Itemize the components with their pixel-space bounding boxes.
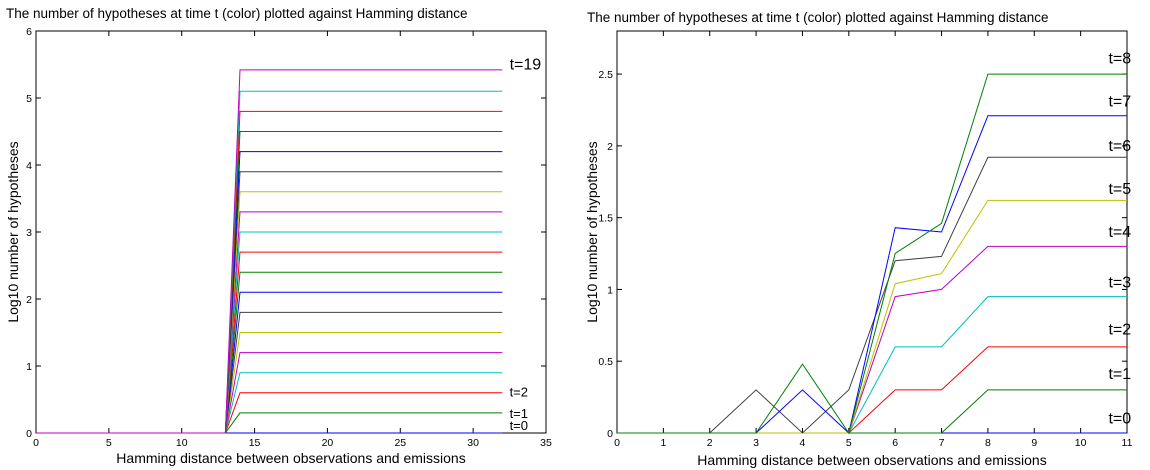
y-tick-label: 2 [607,141,613,153]
x-tick-label: 7 [939,437,945,449]
y-tick-label: 1 [607,284,613,296]
x-tick-label: 5 [106,437,112,449]
x-tick-label: 11 [1122,437,1133,449]
series-annotation: t=5 [1108,181,1131,198]
series-annotation: t=19 [510,57,542,74]
series-annotation: t=2 [1108,322,1131,339]
y-tick-label: 0 [26,428,32,440]
x-tick-label: 35 [540,437,552,449]
y-tick-label: 0.5 [598,356,613,368]
series-annotation: t=3 [1108,274,1131,291]
x-tick-label: 20 [322,437,334,449]
x-tick-label: 8 [985,437,991,449]
x-tick-label: 9 [1031,437,1037,449]
x-tick-label: 6 [892,437,898,449]
series-annotation: t=6 [1108,138,1131,155]
series-line-9 [617,73,1127,435]
y-tick-label: 2.5 [598,69,613,81]
series-line-19 [36,69,503,434]
x-tick-label: 5 [846,437,852,449]
series-annotation: t=7 [1108,93,1131,110]
series-annotation: t=1 [510,406,528,421]
series-annotation: t=0 [1108,411,1131,428]
series-annotation: t=4 [1108,224,1131,241]
chart-title: The number of hypotheses at time t (colo… [6,6,467,21]
series-annotation: t=8 [1108,50,1131,67]
x-tick-label: 15 [249,437,261,449]
x-tick-label: 0 [33,437,39,449]
x-tick-label: 4 [800,437,806,449]
y-axis-label: Log10 number of hypotheses [584,141,600,322]
y-tick-label: 1.5 [598,213,613,225]
x-tick-label: 1 [660,437,666,449]
series-annotation: t=2 [510,384,528,399]
series-annotation: t=1 [1108,366,1131,383]
x-axis-label: Hamming distance between observations an… [697,452,1046,468]
series-annotation: t=0 [510,418,528,433]
y-tick-label: 6 [26,26,32,38]
chart-1: The number of hypotheses at time t (colo… [5,6,552,466]
x-tick-label: 10 [1075,437,1087,449]
x-tick-label: 2 [707,437,713,449]
y-tick-label: 2 [26,294,32,306]
y-axis-label: Log10 number of hypotheses [5,141,21,322]
y-tick-label: 0 [607,428,613,440]
chart-title: The number of hypotheses at time t (colo… [587,10,1048,25]
x-tick-label: 25 [394,437,406,449]
plot-area [616,30,1128,434]
y-tick-label: 4 [26,160,32,172]
x-tick-label: 3 [753,437,759,449]
chart-2: The number of hypotheses at time t (colo… [584,10,1133,468]
x-tick-label: 0 [614,437,620,449]
y-tick-label: 1 [26,361,32,373]
y-tick-label: 3 [26,227,32,239]
y-tick-label: 5 [26,93,32,105]
x-tick-label: 30 [467,437,479,449]
x-tick-label: 10 [176,437,188,449]
x-axis-label: Hamming distance between observations an… [116,450,465,466]
